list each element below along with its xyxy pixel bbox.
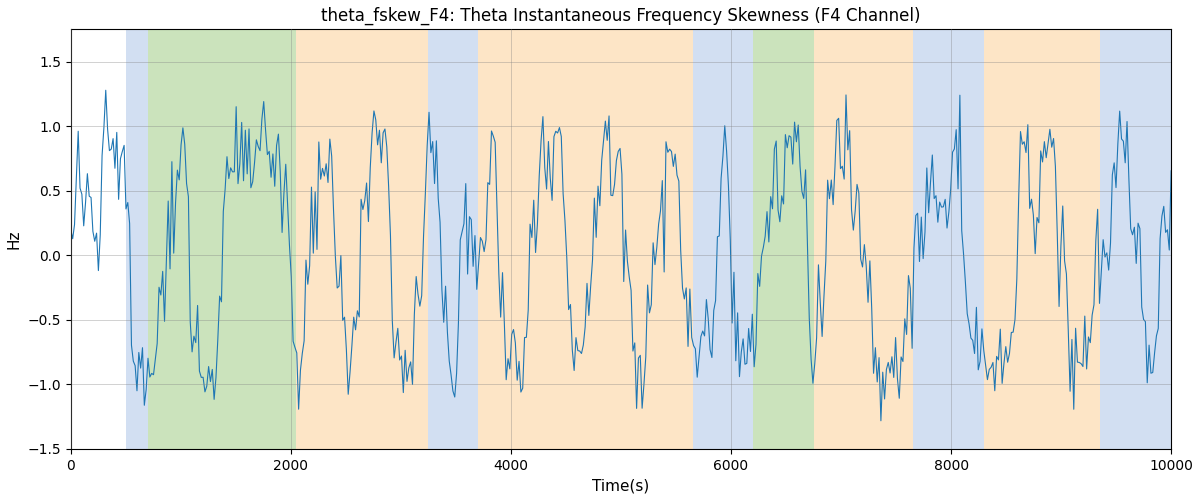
Bar	[148, 30, 296, 449]
Bar	[912, 30, 984, 449]
Bar	[754, 30, 814, 449]
Bar	[296, 30, 428, 449]
Bar	[1099, 30, 1171, 449]
X-axis label: Time(s): Time(s)	[593, 478, 649, 493]
Title: theta_fskew_F4: Theta Instantaneous Frequency Skewness (F4 Channel): theta_fskew_F4: Theta Instantaneous Freq…	[322, 7, 920, 25]
Bar	[478, 30, 692, 449]
Bar	[814, 30, 912, 449]
Y-axis label: Hz: Hz	[7, 230, 22, 249]
Bar	[692, 30, 754, 449]
Bar	[984, 30, 1099, 449]
Bar	[126, 30, 148, 449]
Bar	[428, 30, 478, 449]
